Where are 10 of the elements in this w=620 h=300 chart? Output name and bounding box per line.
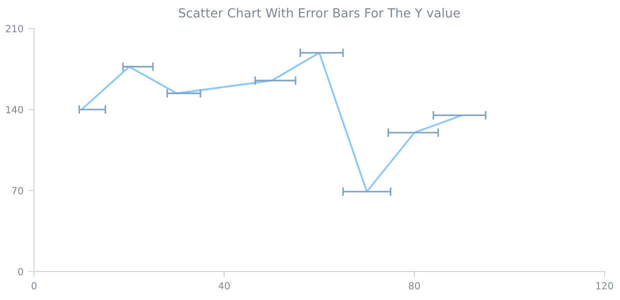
x-tick-label: 0 — [32, 282, 37, 290]
line-series — [80, 52, 463, 193]
y-tick-label: 70 — [12, 186, 24, 194]
x-tick-label: 40 — [218, 282, 230, 290]
y-tick-label: 140 — [6, 106, 24, 114]
x-tick-label: 120 — [596, 282, 614, 290]
x-tick-label: 80 — [408, 282, 420, 290]
y-tick-label: 0 — [18, 268, 24, 276]
chart-title: Scatter Chart With Error Bars For The Y value — [178, 8, 460, 18]
y-tick-label: 210 — [6, 24, 24, 32]
